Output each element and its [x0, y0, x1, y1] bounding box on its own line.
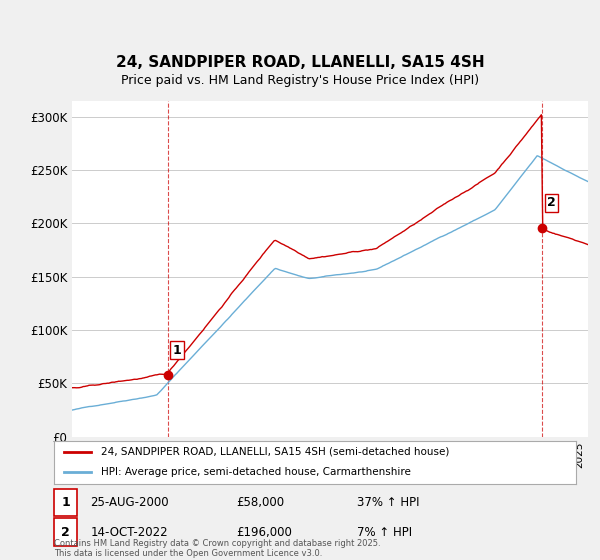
- Text: 2: 2: [547, 197, 556, 209]
- Text: £196,000: £196,000: [236, 526, 293, 539]
- Text: 1: 1: [61, 496, 70, 509]
- Text: 2: 2: [61, 526, 70, 539]
- Text: Price paid vs. HM Land Registry's House Price Index (HPI): Price paid vs. HM Land Registry's House …: [121, 74, 479, 87]
- Text: 24, SANDPIPER ROAD, LLANELLI, SA15 4SH (semi-detached house): 24, SANDPIPER ROAD, LLANELLI, SA15 4SH (…: [101, 447, 449, 456]
- Text: 37% ↑ HPI: 37% ↑ HPI: [357, 496, 419, 509]
- Text: 7% ↑ HPI: 7% ↑ HPI: [357, 526, 412, 539]
- FancyBboxPatch shape: [54, 519, 77, 546]
- Text: £58,000: £58,000: [236, 496, 285, 509]
- Text: Contains HM Land Registry data © Crown copyright and database right 2025.
This d: Contains HM Land Registry data © Crown c…: [54, 539, 380, 558]
- Text: 1: 1: [173, 344, 181, 357]
- Text: 24, SANDPIPER ROAD, LLANELLI, SA15 4SH: 24, SANDPIPER ROAD, LLANELLI, SA15 4SH: [116, 55, 484, 70]
- FancyBboxPatch shape: [54, 489, 77, 516]
- Text: 14-OCT-2022: 14-OCT-2022: [91, 526, 168, 539]
- Text: HPI: Average price, semi-detached house, Carmarthenshire: HPI: Average price, semi-detached house,…: [101, 467, 411, 477]
- Text: 25-AUG-2000: 25-AUG-2000: [91, 496, 169, 509]
